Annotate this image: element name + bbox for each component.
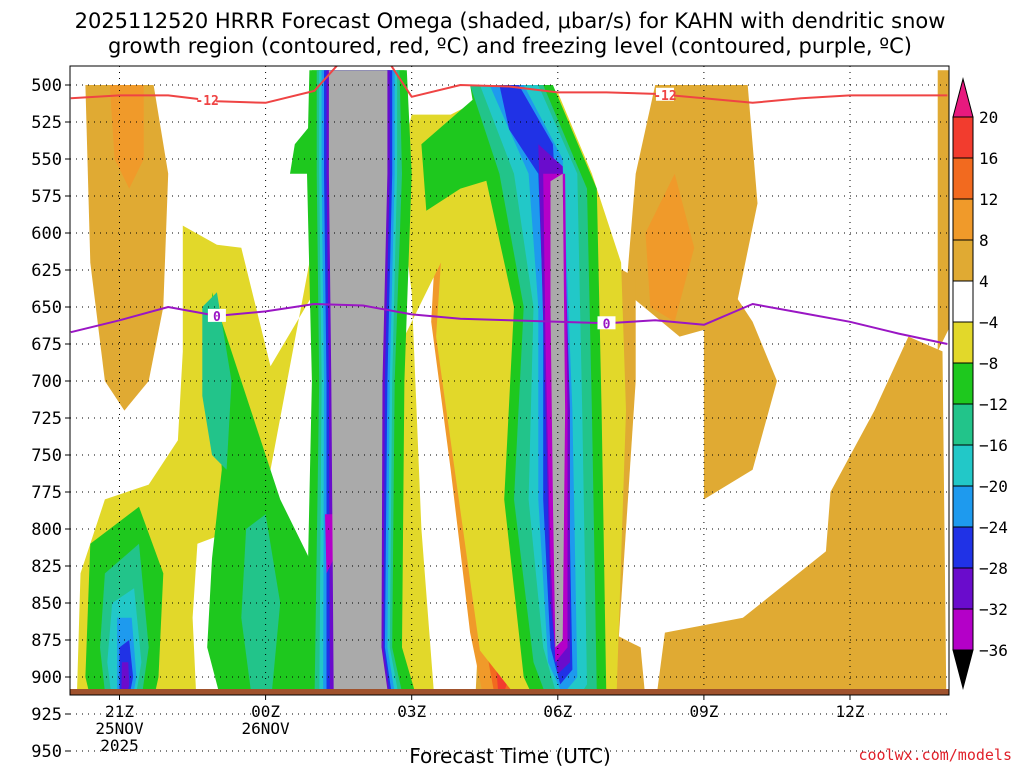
y-tick-label: 650	[31, 298, 62, 318]
omega-shading	[70, 66, 949, 695]
y-tick-label: 500	[31, 76, 62, 96]
chart-title-line-1: 2025112520 HRRR Forecast Omega (shaded, …	[75, 9, 946, 33]
colorbar-swatch	[952, 239, 974, 282]
colorbar-level-label: −36	[979, 641, 1008, 660]
credit-link[interactable]: coolwx.com/models	[858, 746, 1012, 764]
x-tick-label: 25NOV	[95, 719, 144, 738]
contour-label-bg	[597, 316, 616, 330]
omega-region	[85, 85, 169, 411]
contour-label-dgz: -12	[653, 89, 676, 104]
colorbar-swatch	[952, 403, 974, 446]
surface-strip	[70, 689, 949, 695]
colorbar-level-label: 12	[979, 190, 998, 209]
omega-region	[121, 662, 130, 695]
contour-label-bg	[655, 87, 674, 101]
contour-label-freezing-level: 0	[213, 310, 221, 325]
omega-region	[703, 247, 777, 500]
contour-label-freezing-level: 0	[603, 317, 611, 332]
omega-region	[328, 70, 389, 695]
x-tick-label: 26NOV	[242, 719, 291, 738]
colorbar-level-label: 8	[979, 231, 989, 250]
omega-region	[109, 85, 144, 189]
y-tick-label: 825	[31, 557, 62, 577]
y-tick-label: 675	[31, 335, 62, 355]
colorbar-swatch	[952, 116, 974, 159]
colorbar-level-label: 4	[979, 272, 989, 291]
x-tick-label: 03Z	[397, 702, 426, 721]
y-tick-label: 550	[31, 150, 62, 170]
colorbar-level-label: 16	[979, 149, 998, 168]
grid-lines	[70, 66, 949, 752]
colorbar-level-label: −24	[979, 518, 1008, 537]
y-tick-label: 800	[31, 520, 62, 540]
y-tick-label: 775	[31, 483, 62, 503]
x-tick-label: 12Z	[836, 702, 865, 721]
y-tick-label: 750	[31, 446, 62, 466]
colorbar-level-label: −16	[979, 436, 1008, 455]
colorbar-level-label: −28	[979, 559, 1008, 578]
x-axis-label: Forecast Time (UTC)	[409, 744, 611, 768]
colorbar-swatch	[952, 485, 974, 528]
x-tick-label: 00Z	[251, 702, 280, 721]
contour-lines: -12 -12 0 0	[70, 66, 948, 345]
contour-label-bg	[207, 308, 226, 322]
y-tick-label: 950	[31, 742, 62, 762]
contour-dgz	[70, 66, 948, 104]
colorbar-swatch	[952, 526, 974, 569]
y-tick-label: 925	[31, 705, 62, 725]
x-tick-label: 09Z	[689, 702, 718, 721]
colorbar-top-arrow	[952, 77, 974, 118]
omega-region	[202, 292, 232, 470]
colorbar-level-label: 20	[979, 108, 998, 127]
colorbar-swatch	[952, 280, 974, 323]
y-tick-label: 900	[31, 668, 62, 688]
colorbar-swatch	[952, 608, 974, 651]
colorbar-swatch	[952, 444, 974, 487]
colorbar-level-label: −8	[979, 354, 998, 373]
omega-region	[241, 514, 281, 695]
y-axis-pressure: 500 525 550 575 600 625 650 675 700 725 750 775 800 8…	[31, 76, 70, 762]
y-tick-label: 625	[31, 261, 62, 281]
omega-region	[645, 173, 695, 322]
omega-region	[937, 70, 949, 352]
colorbar-swatch	[952, 198, 974, 241]
colorbar-level-label: −12	[979, 395, 1008, 414]
y-tick-label: 850	[31, 594, 62, 614]
x-tick-label: 2025	[100, 736, 139, 755]
omega-region	[820, 336, 947, 695]
contour-label-dgz: -12	[195, 94, 218, 109]
omega-region	[207, 292, 329, 695]
colorbar: 20 16 12 8 4 −4 −8 −12 −16 −20 −24 −28 −32 −36	[952, 77, 1008, 690]
x-tick-label: 21Z	[105, 702, 134, 721]
colorbar-level-label: −32	[979, 600, 1008, 619]
chart-title-line-2: growth region (contoured, red, ºC) and f…	[108, 34, 912, 58]
y-tick-label: 525	[31, 113, 62, 133]
colorbar-bottom-arrow	[952, 649, 974, 690]
y-tick-label: 600	[31, 224, 62, 244]
omega-region	[550, 173, 566, 648]
y-tick-label: 875	[31, 631, 62, 651]
contour-label-bg	[198, 93, 217, 107]
y-tick-label: 575	[31, 187, 62, 207]
colorbar-level-label: −4	[979, 313, 998, 332]
colorbar-swatch	[952, 321, 974, 364]
y-tick-label: 725	[31, 409, 62, 429]
x-tick-label: 06Z	[543, 702, 572, 721]
omega-region	[325, 514, 334, 574]
colorbar-level-label: −20	[979, 477, 1008, 496]
omega-region	[656, 543, 850, 695]
y-tick-label: 700	[31, 372, 62, 392]
colorbar-swatch	[952, 157, 974, 200]
colorbar-swatch	[952, 567, 974, 610]
colorbar-swatch	[952, 362, 974, 405]
